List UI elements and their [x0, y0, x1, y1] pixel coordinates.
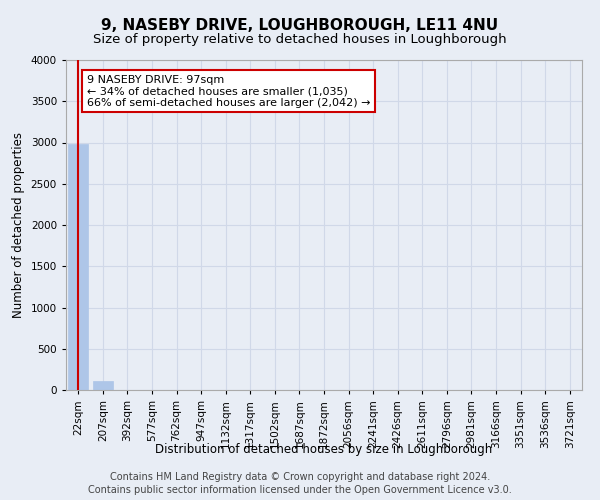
Text: 9, NASEBY DRIVE, LOUGHBOROUGH, LE11 4NU: 9, NASEBY DRIVE, LOUGHBOROUGH, LE11 4NU — [101, 18, 499, 32]
Text: Size of property relative to detached houses in Loughborough: Size of property relative to detached ho… — [93, 32, 507, 46]
Text: 9 NASEBY DRIVE: 97sqm
← 34% of detached houses are smaller (1,035)
66% of semi-d: 9 NASEBY DRIVE: 97sqm ← 34% of detached … — [87, 75, 370, 108]
Y-axis label: Number of detached properties: Number of detached properties — [12, 132, 25, 318]
Bar — [93, 381, 113, 390]
Text: Contains public sector information licensed under the Open Government Licence v3: Contains public sector information licen… — [88, 485, 512, 495]
Bar — [68, 144, 88, 390]
Text: Contains HM Land Registry data © Crown copyright and database right 2024.: Contains HM Land Registry data © Crown c… — [110, 472, 490, 482]
Text: Distribution of detached houses by size in Loughborough: Distribution of detached houses by size … — [155, 442, 493, 456]
